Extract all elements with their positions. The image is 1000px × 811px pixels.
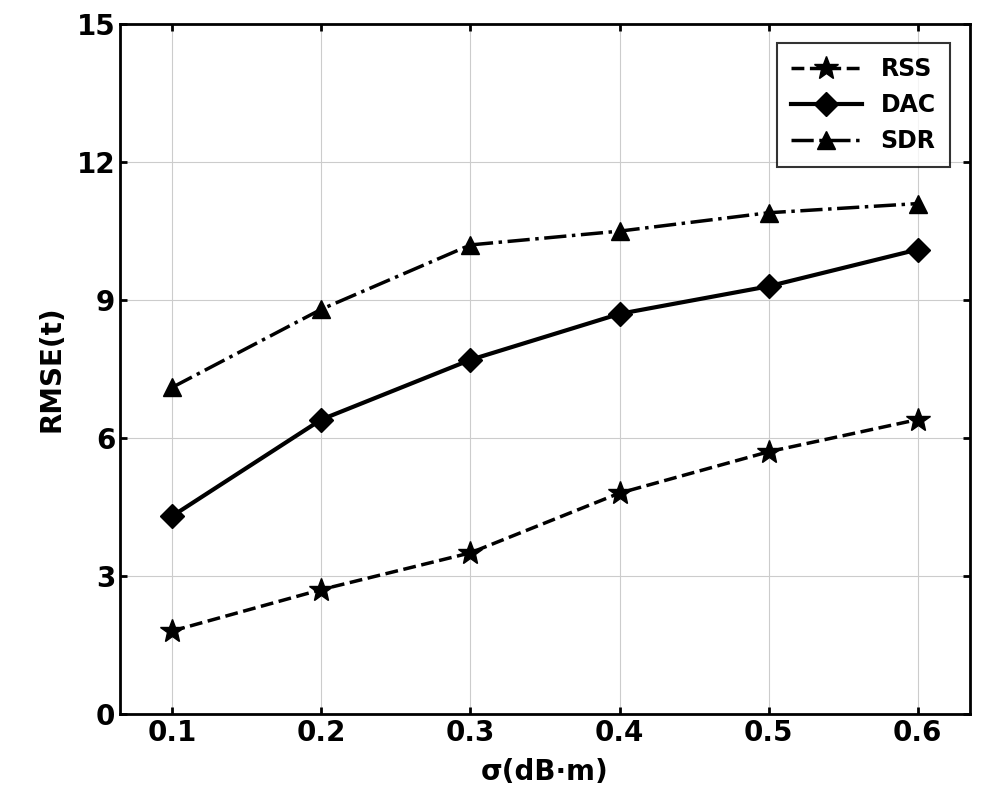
DAC (912, 245, 924, 255)
RSS (315, 585, 327, 594)
SDR (166, 383, 178, 393)
Legend: RSS, DAC, SDR: RSS, DAC, SDR (777, 43, 950, 167)
RSS (166, 626, 178, 636)
SDR (614, 226, 626, 236)
RSS (464, 548, 476, 558)
DAC (763, 281, 775, 291)
DAC (614, 309, 626, 319)
SDR (763, 208, 775, 217)
DAC (315, 414, 327, 424)
DAC (166, 511, 178, 521)
SDR (464, 240, 476, 250)
RSS (614, 488, 626, 498)
SDR (315, 304, 327, 314)
SDR (912, 199, 924, 208)
RSS (912, 414, 924, 424)
Line: RSS: RSS (160, 407, 930, 643)
DAC (464, 355, 476, 365)
Y-axis label: RMSE(t): RMSE(t) (37, 306, 65, 432)
X-axis label: σ(dB·m): σ(dB·m) (481, 757, 609, 786)
Line: SDR: SDR (163, 195, 927, 397)
RSS (763, 447, 775, 457)
Line: DAC: DAC (164, 241, 926, 525)
